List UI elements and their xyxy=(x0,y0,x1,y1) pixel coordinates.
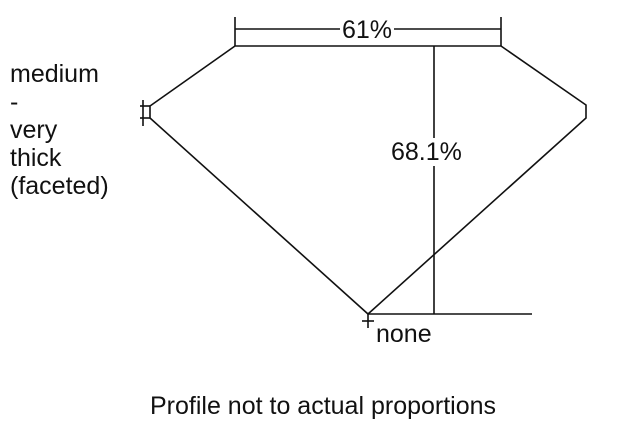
girdle-line: (faceted) xyxy=(10,172,109,200)
caption: Profile not to actual proportions xyxy=(150,392,497,420)
culet-label: none xyxy=(376,320,432,348)
girdle-line: very xyxy=(10,116,58,144)
girdle-line: thick xyxy=(10,144,62,172)
table-percent-label: 61% xyxy=(340,16,395,44)
girdle-label: medium - very thick (faceted) xyxy=(10,60,109,200)
girdle-line: medium xyxy=(10,60,99,88)
gem-outline xyxy=(149,45,587,316)
girdle-line: - xyxy=(10,88,19,116)
depth-percent-label: 68.1% xyxy=(390,138,463,166)
